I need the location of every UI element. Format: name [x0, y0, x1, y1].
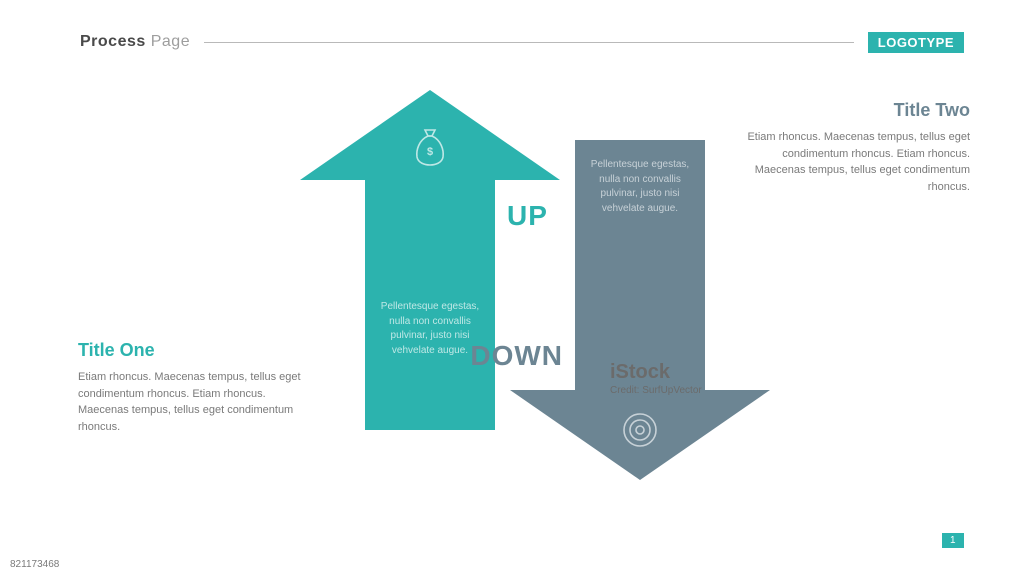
- down-arrow-label: DOWN: [470, 340, 563, 372]
- up-arrow-label: UP: [507, 200, 548, 232]
- slide: Process Page LOGOTYPE $ UP Pellentesque …: [0, 0, 1024, 576]
- istock-watermark: iStock Credit: SurfUpVector: [610, 360, 702, 398]
- up-arrow-body-text: Pellentesque egestas, nulla non convalli…: [375, 300, 485, 358]
- watermark-credit: SurfUpVector: [642, 385, 701, 396]
- money-bag-icon: $: [413, 128, 447, 166]
- svg-text:$: $: [427, 146, 433, 158]
- title-two-body: Etiam rhoncus. Maecenas tempus, tellus e…: [740, 129, 970, 195]
- title-one-body: Etiam rhoncus. Maecenas tempus, tellus e…: [78, 369, 308, 435]
- title-one-heading: Title One: [78, 340, 308, 361]
- watermark-brand: iStock: [610, 360, 702, 385]
- title-one-block: Title One Etiam rhoncus. Maecenas tempus…: [78, 340, 308, 435]
- down-arrow-body-text: Pellentesque egestas, nulla non convalli…: [585, 158, 695, 216]
- target-icon: [620, 410, 660, 450]
- page-number-badge: 1: [942, 533, 964, 548]
- arrows-canvas: [0, 0, 1024, 576]
- watermark-credit-label: Credit:: [610, 385, 639, 396]
- watermark-id: 821173468: [10, 559, 59, 570]
- title-two-block: Title Two Etiam rhoncus. Maecenas tempus…: [740, 100, 970, 195]
- title-two-heading: Title Two: [740, 100, 970, 121]
